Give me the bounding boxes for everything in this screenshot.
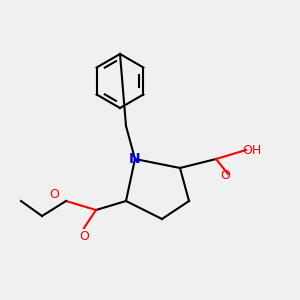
Text: O: O bbox=[79, 230, 89, 244]
Text: O: O bbox=[49, 188, 59, 202]
Text: OH: OH bbox=[242, 143, 262, 157]
Text: N: N bbox=[129, 152, 141, 166]
Text: O: O bbox=[220, 169, 230, 182]
